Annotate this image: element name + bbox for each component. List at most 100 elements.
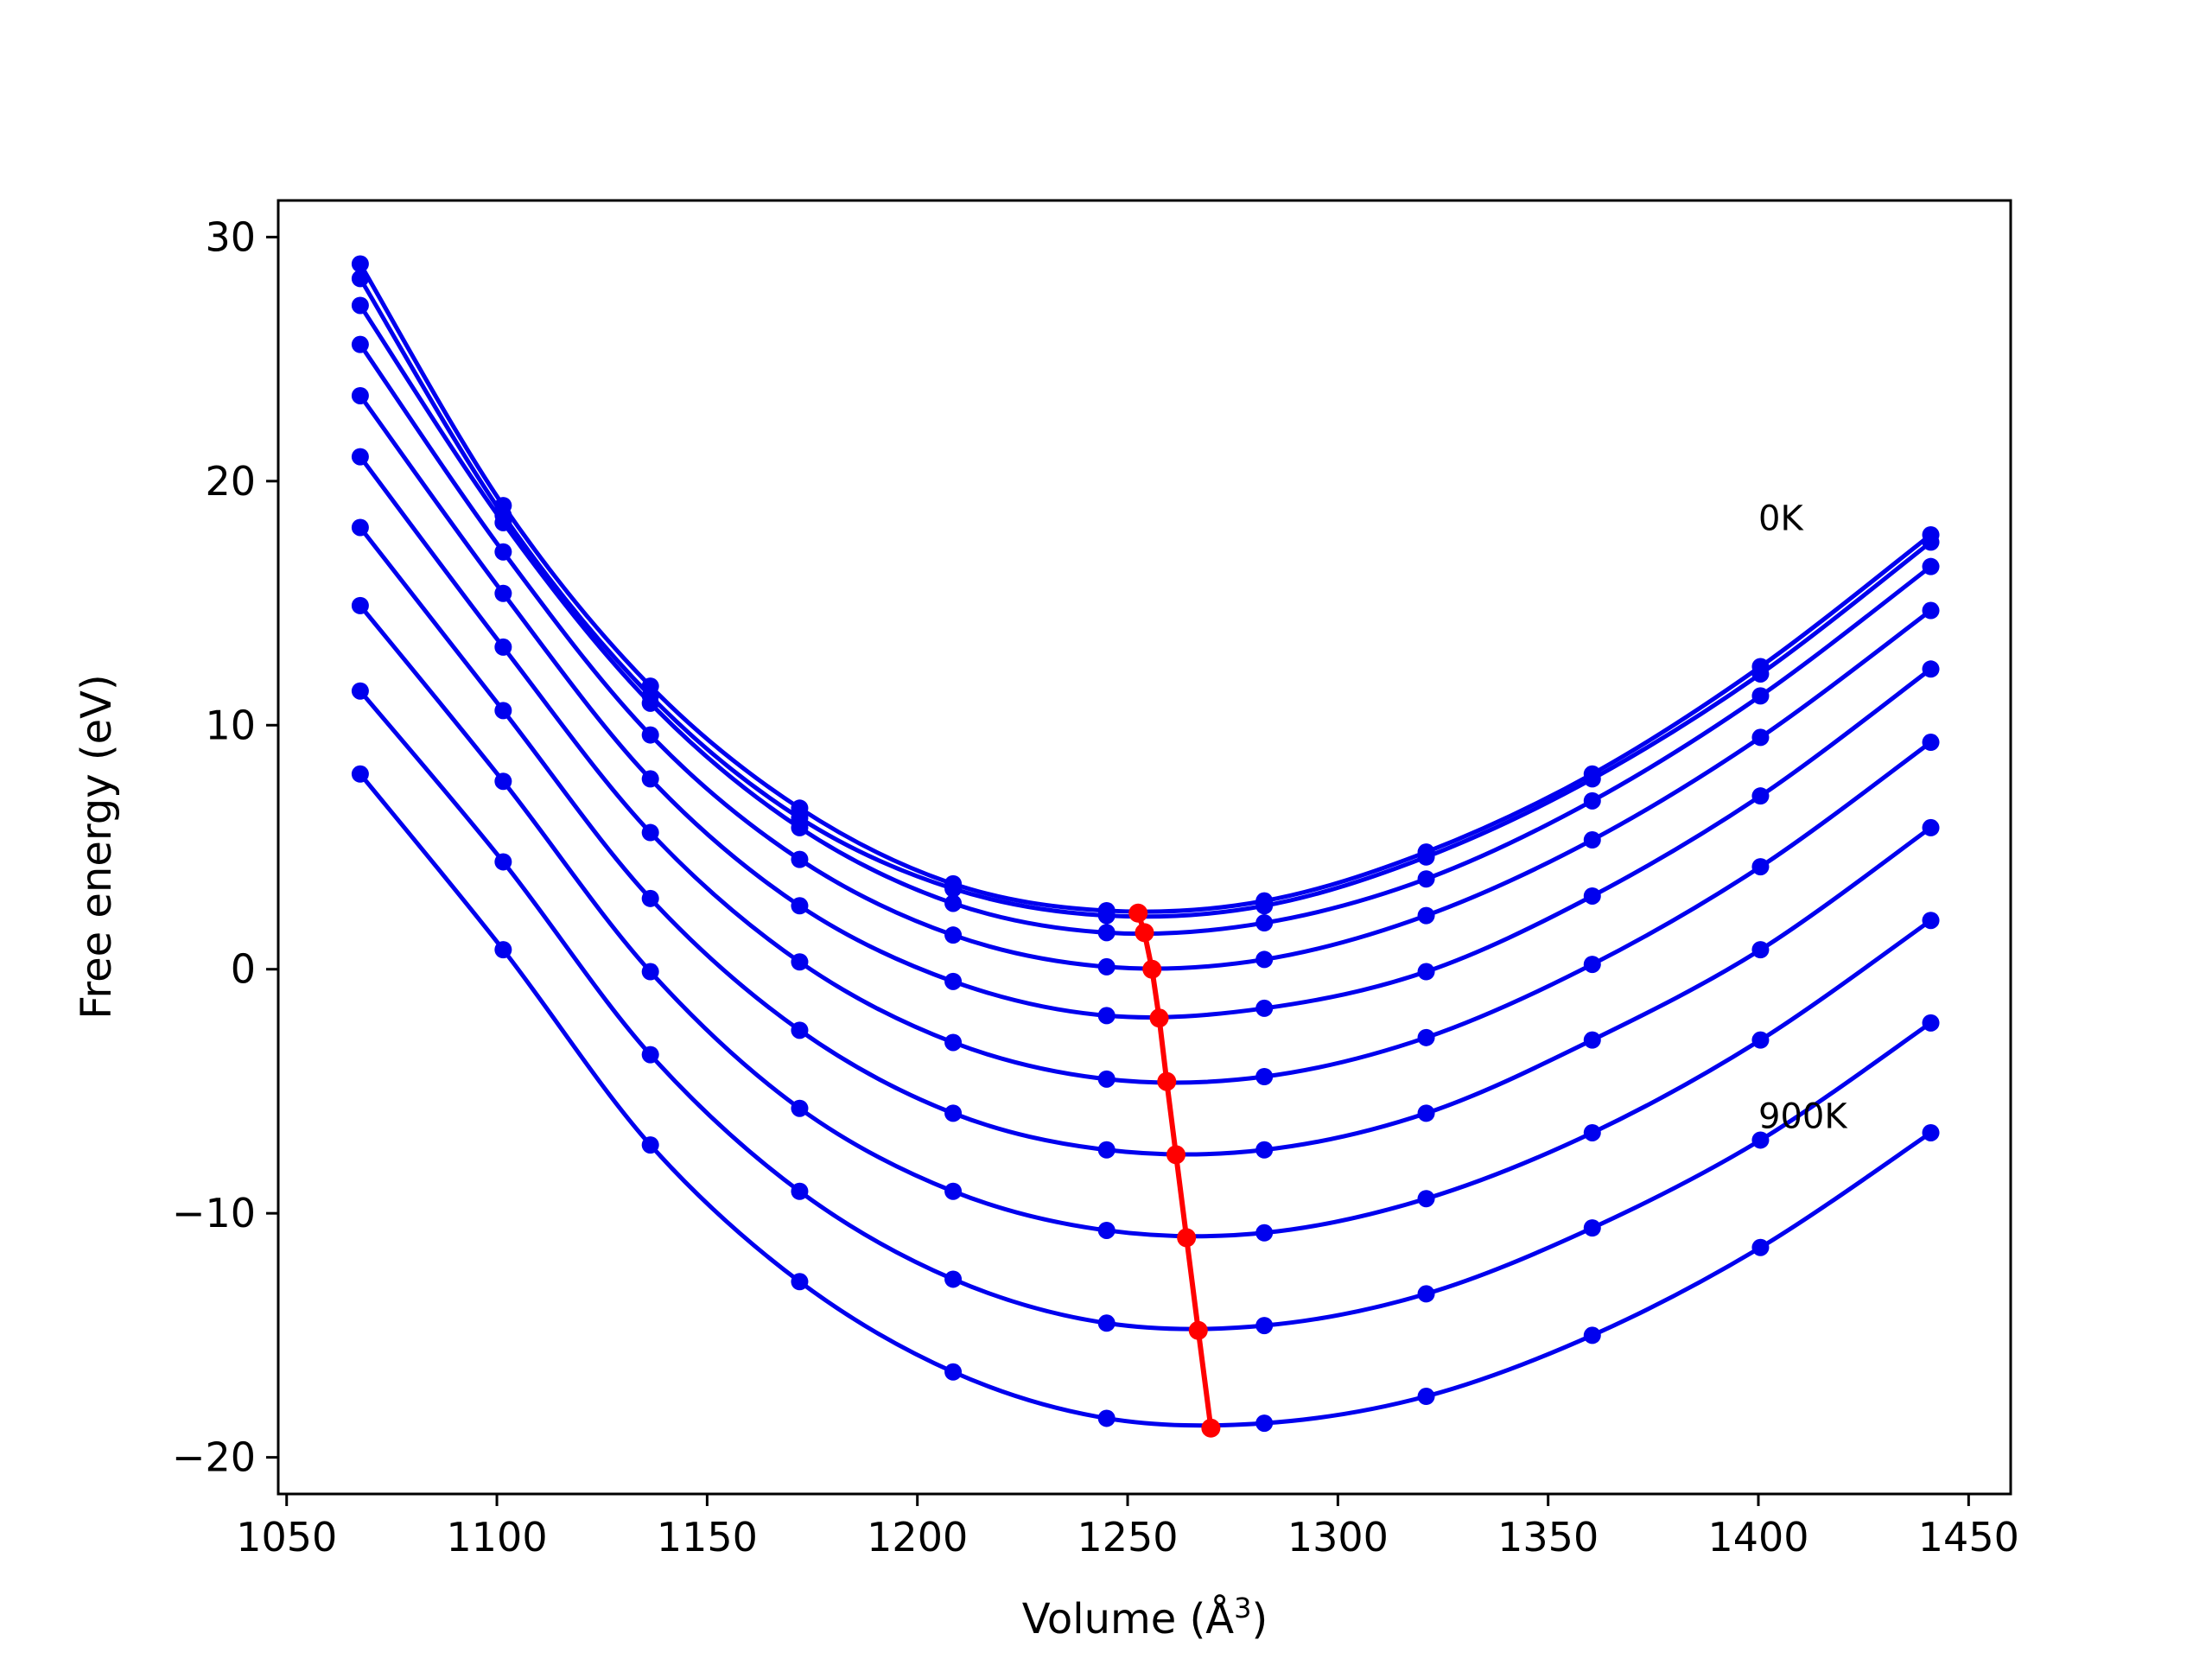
energy-point-9-8: [1583, 1326, 1601, 1344]
plot-frame: [276, 199, 2012, 1496]
energy-point-6-8: [1583, 1031, 1601, 1049]
x-tick-label-1450: 1450: [1918, 1514, 2019, 1560]
energy-point-7-10: [1922, 912, 1940, 930]
energy-point-4-4: [944, 972, 963, 990]
energy-point-6-0: [351, 518, 369, 537]
x-tick-label-1200: 1200: [867, 1514, 968, 1560]
energy-point-5-3: [791, 953, 809, 971]
y-tick-label-0: 0: [231, 946, 256, 993]
energy-point-9-2: [641, 1136, 659, 1154]
energy-point-1-5: [1097, 906, 1116, 925]
energy-point-4-0: [351, 386, 369, 404]
x-tick-label-1300: 1300: [1287, 1514, 1389, 1560]
y-tick-label-10: 10: [205, 702, 256, 748]
x-tick-label-1150: 1150: [657, 1514, 758, 1560]
x-axis-label-main: Volume (Å: [1022, 1594, 1235, 1643]
energy-point-9-1: [494, 941, 512, 959]
energy-point-9-0: [351, 765, 369, 783]
energy-point-5-4: [944, 1033, 963, 1052]
energy-point-8-1: [494, 853, 512, 871]
energy-point-7-1: [494, 772, 512, 791]
x-axis-label-sup: 3: [1234, 1592, 1251, 1624]
energy-point-4-7: [1417, 963, 1435, 981]
energy-curve-1: [358, 277, 1933, 919]
x-tick-label-1400: 1400: [1707, 1514, 1808, 1560]
energy-point-8-5: [1097, 1314, 1116, 1332]
energy-curve-5: [358, 455, 1933, 1085]
energy-point-7-5: [1097, 1221, 1116, 1239]
minima-point-3: [1149, 1008, 1169, 1028]
energy-point-5-9: [1751, 858, 1770, 876]
energy-point-6-5: [1097, 1141, 1116, 1159]
energy-point-5-10: [1922, 734, 1940, 752]
energy-point-7-6: [1255, 1224, 1274, 1242]
energy-point-3-1: [494, 543, 512, 561]
energy-point-2-2: [641, 694, 659, 712]
energy-point-1-6: [1255, 897, 1274, 915]
energy-point-4-8: [1583, 887, 1601, 905]
minima-point-6: [1177, 1228, 1197, 1248]
energy-point-8-9: [1751, 1131, 1770, 1149]
energy-point-2-5: [1097, 924, 1116, 942]
energy-curve-2: [358, 304, 1933, 937]
energy-point-3-10: [1922, 601, 1940, 620]
energy-point-4-3: [791, 897, 809, 915]
energy-point-8-8: [1583, 1219, 1601, 1237]
energy-point-2-0: [351, 296, 369, 315]
energy-point-3-8: [1583, 831, 1601, 849]
energy-curve-4: [358, 394, 1933, 1020]
energy-point-2-9: [1751, 687, 1770, 705]
energy-point-7-4: [944, 1182, 963, 1200]
energy-curve-7: [358, 604, 1932, 1239]
energy-point-7-7: [1417, 1190, 1435, 1208]
energy-point-3-3: [791, 850, 809, 868]
energy-point-5-6: [1255, 1068, 1274, 1086]
energy-curve-8: [358, 690, 1932, 1332]
minima-point-2: [1142, 959, 1162, 979]
energy-point-3-9: [1751, 728, 1770, 747]
energy-point-3-5: [1097, 957, 1116, 976]
energy-point-7-8: [1583, 1123, 1601, 1141]
energy-point-1-4: [944, 880, 963, 898]
energy-point-8-10: [1922, 1014, 1940, 1032]
x-axis-label-end: ): [1251, 1595, 1268, 1643]
energy-point-4-10: [1922, 660, 1940, 678]
energy-point-7-0: [351, 596, 369, 614]
energy-point-3-0: [351, 335, 369, 353]
y-axis-label: Free energy (eV): [73, 674, 121, 1019]
energy-curves: [358, 263, 1933, 1428]
energy-point-8-7: [1417, 1285, 1435, 1303]
energy-point-1-8: [1583, 770, 1601, 788]
energy-point-6-3: [791, 1021, 809, 1039]
energy-curve-9: [358, 772, 1932, 1428]
energy-point-7-2: [641, 963, 659, 981]
x-tick-label-1250: 1250: [1077, 1514, 1178, 1560]
energy-point-8-2: [641, 1046, 659, 1064]
energy-curve-3: [358, 343, 1933, 971]
x-axis-ticks: 1050 1100 1150 1200 1250 1300 1350 1400 1450: [236, 1494, 2019, 1560]
energy-point-3-7: [1417, 906, 1435, 925]
energy-point-2-10: [1922, 557, 1940, 575]
energy-point-8-4: [944, 1270, 963, 1288]
energy-point-3-4: [944, 926, 963, 944]
x-tick-label-1350: 1350: [1497, 1514, 1599, 1560]
energy-point-2-7: [1417, 870, 1435, 888]
x-tick-label-1100: 1100: [447, 1514, 548, 1560]
energy-point-5-8: [1583, 956, 1601, 974]
minima-point-1: [1135, 923, 1154, 943]
energy-point-6-1: [494, 702, 512, 720]
energy-point-5-2: [641, 823, 659, 842]
energy-point-3-2: [641, 726, 659, 744]
energy-point-5-5: [1097, 1070, 1116, 1088]
energy-point-9-10: [1922, 1123, 1940, 1141]
y-axis-ticks: −20 −10 0 10 20 30: [172, 213, 278, 1481]
energy-point-9-4: [944, 1363, 963, 1381]
energy-point-4-9: [1751, 787, 1770, 805]
energy-point-6-7: [1417, 1104, 1435, 1122]
energy-point-8-3: [791, 1182, 809, 1200]
energy-point-7-9: [1751, 1031, 1770, 1049]
energy-point-9-3: [791, 1273, 809, 1291]
annotation-0: 0K: [1758, 499, 1804, 538]
energy-point-4-6: [1255, 999, 1274, 1017]
